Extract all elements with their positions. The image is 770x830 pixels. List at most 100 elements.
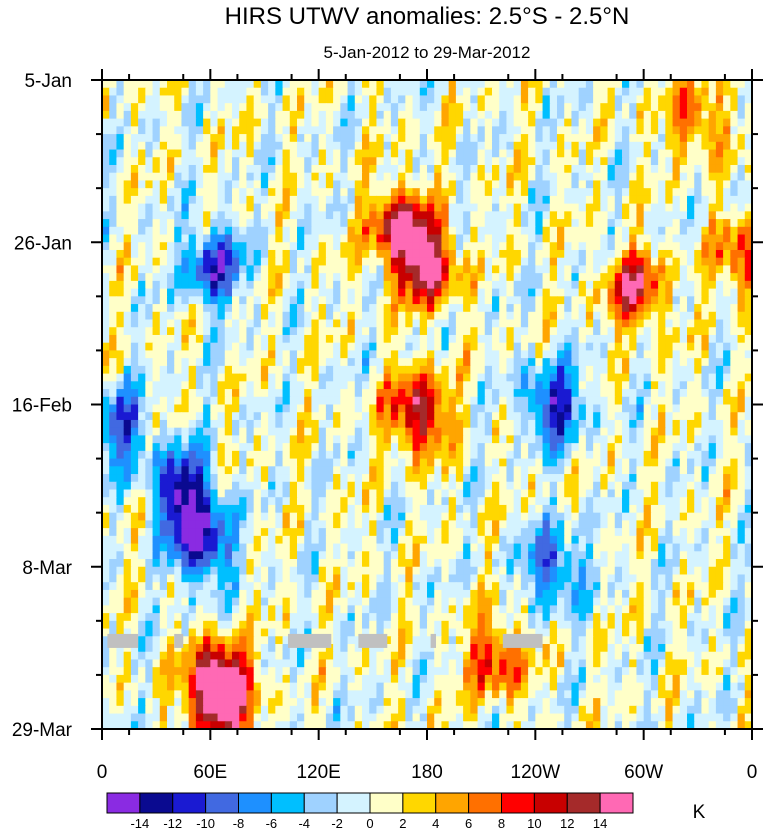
heatmap-cell	[347, 481, 356, 491]
heatmap-cell	[571, 404, 580, 413]
heatmap-cell	[434, 396, 443, 406]
heatmap-cell	[506, 203, 515, 212]
heatmap-cell	[116, 157, 125, 166]
heatmap-cell	[253, 265, 262, 274]
heatmap-cell	[232, 358, 240, 367]
heatmap-cell	[340, 172, 349, 182]
heatmap-cell	[723, 304, 731, 313]
heatmap-cell	[145, 226, 154, 236]
heatmap-cell	[188, 304, 197, 313]
heatmap-cell	[376, 396, 385, 406]
heatmap-cell	[535, 489, 544, 498]
heatmap-cell	[665, 466, 674, 475]
heatmap-cell	[325, 118, 334, 127]
heatmap-cell	[463, 474, 471, 483]
heatmap-cell	[181, 80, 190, 89]
heatmap-cell	[708, 180, 717, 189]
heatmap-cell	[492, 450, 500, 460]
heatmap-cell	[723, 427, 731, 437]
heatmap-cell	[138, 134, 146, 143]
heatmap-cell	[463, 157, 471, 166]
heatmap-cell	[557, 188, 565, 197]
heatmap-cell	[224, 134, 233, 143]
heatmap-cell	[470, 304, 479, 313]
heatmap-cell	[593, 172, 601, 182]
heatmap-cell	[701, 219, 710, 228]
heatmap-cell	[441, 389, 450, 398]
heatmap-cell	[232, 103, 240, 112]
heatmap-cell	[528, 481, 536, 491]
heatmap-cell	[340, 419, 349, 429]
heatmap-cell	[665, 273, 674, 282]
heatmap-cell	[557, 319, 565, 328]
heatmap-cell	[217, 350, 226, 359]
heatmap-cell	[672, 435, 681, 444]
heatmap-cell	[557, 141, 565, 151]
heatmap-cell	[246, 365, 255, 375]
chart-title: HIRS UTWV anomalies: 2.5°S - 2.5°N	[225, 3, 630, 30]
heatmap-cell	[636, 342, 645, 352]
heatmap-cell	[636, 466, 645, 475]
heatmap-cell	[268, 319, 276, 328]
heatmap-cell	[629, 342, 638, 352]
heatmap-cell	[282, 164, 291, 174]
heatmap-cell	[578, 419, 587, 429]
heatmap-cell	[224, 497, 233, 506]
heatmap-cell	[578, 172, 587, 182]
heatmap-cell	[268, 296, 276, 305]
heatmap-cell	[484, 87, 493, 97]
heatmap-cell	[376, 195, 385, 205]
heatmap-cell	[217, 157, 226, 166]
heatmap-cell	[715, 327, 724, 336]
heatmap-cell	[130, 334, 139, 344]
heatmap-cell	[701, 373, 710, 382]
heatmap-cell	[636, 365, 645, 375]
heatmap-cell	[297, 103, 305, 112]
heatmap-cell	[448, 396, 457, 406]
heatmap-cell	[622, 257, 630, 267]
heatmap-cell	[325, 134, 334, 143]
heatmap-cell	[744, 288, 752, 297]
heatmap-cell	[585, 296, 594, 305]
heatmap-cell	[152, 358, 161, 367]
heatmap-cell	[159, 219, 168, 228]
heatmap-cell	[499, 396, 508, 406]
heatmap-cell	[622, 180, 630, 189]
heatmap-cell	[687, 435, 695, 444]
heatmap-cell	[643, 381, 652, 390]
heatmap-cell	[535, 311, 544, 321]
heatmap-cell	[152, 242, 161, 251]
heatmap-cell	[362, 481, 370, 491]
heatmap-cell	[636, 87, 645, 97]
heatmap-cell	[629, 118, 638, 127]
heatmap-cell	[715, 257, 724, 267]
heatmap-cell	[347, 180, 356, 189]
heatmap-cell	[578, 180, 587, 189]
heatmap-cell	[672, 195, 681, 205]
heatmap-cell	[419, 466, 428, 475]
heatmap-cell	[253, 419, 262, 429]
heatmap-cell	[318, 242, 327, 251]
heatmap-cell	[701, 172, 710, 182]
heatmap-cell	[571, 103, 580, 112]
heatmap-cell	[376, 358, 385, 367]
heatmap-cell	[333, 234, 341, 243]
heatmap-cell	[549, 435, 558, 444]
heatmap-cell	[513, 195, 522, 205]
heatmap-cell	[253, 103, 262, 112]
heatmap-cell	[232, 389, 240, 398]
heatmap-cell	[412, 327, 421, 336]
heatmap-cell	[253, 481, 262, 491]
heatmap-cell	[434, 149, 443, 158]
heatmap-cell	[535, 118, 544, 127]
heatmap-cell	[152, 435, 161, 444]
heatmap-cell	[347, 234, 356, 243]
heatmap-cell	[354, 172, 363, 182]
heatmap-cell	[585, 350, 594, 359]
heatmap-cell	[441, 249, 450, 259]
heatmap-cell	[585, 481, 594, 491]
heatmap-cell	[672, 273, 681, 282]
heatmap-cell	[138, 126, 146, 135]
heatmap-cell	[441, 180, 450, 189]
heatmap-cell	[239, 95, 248, 104]
